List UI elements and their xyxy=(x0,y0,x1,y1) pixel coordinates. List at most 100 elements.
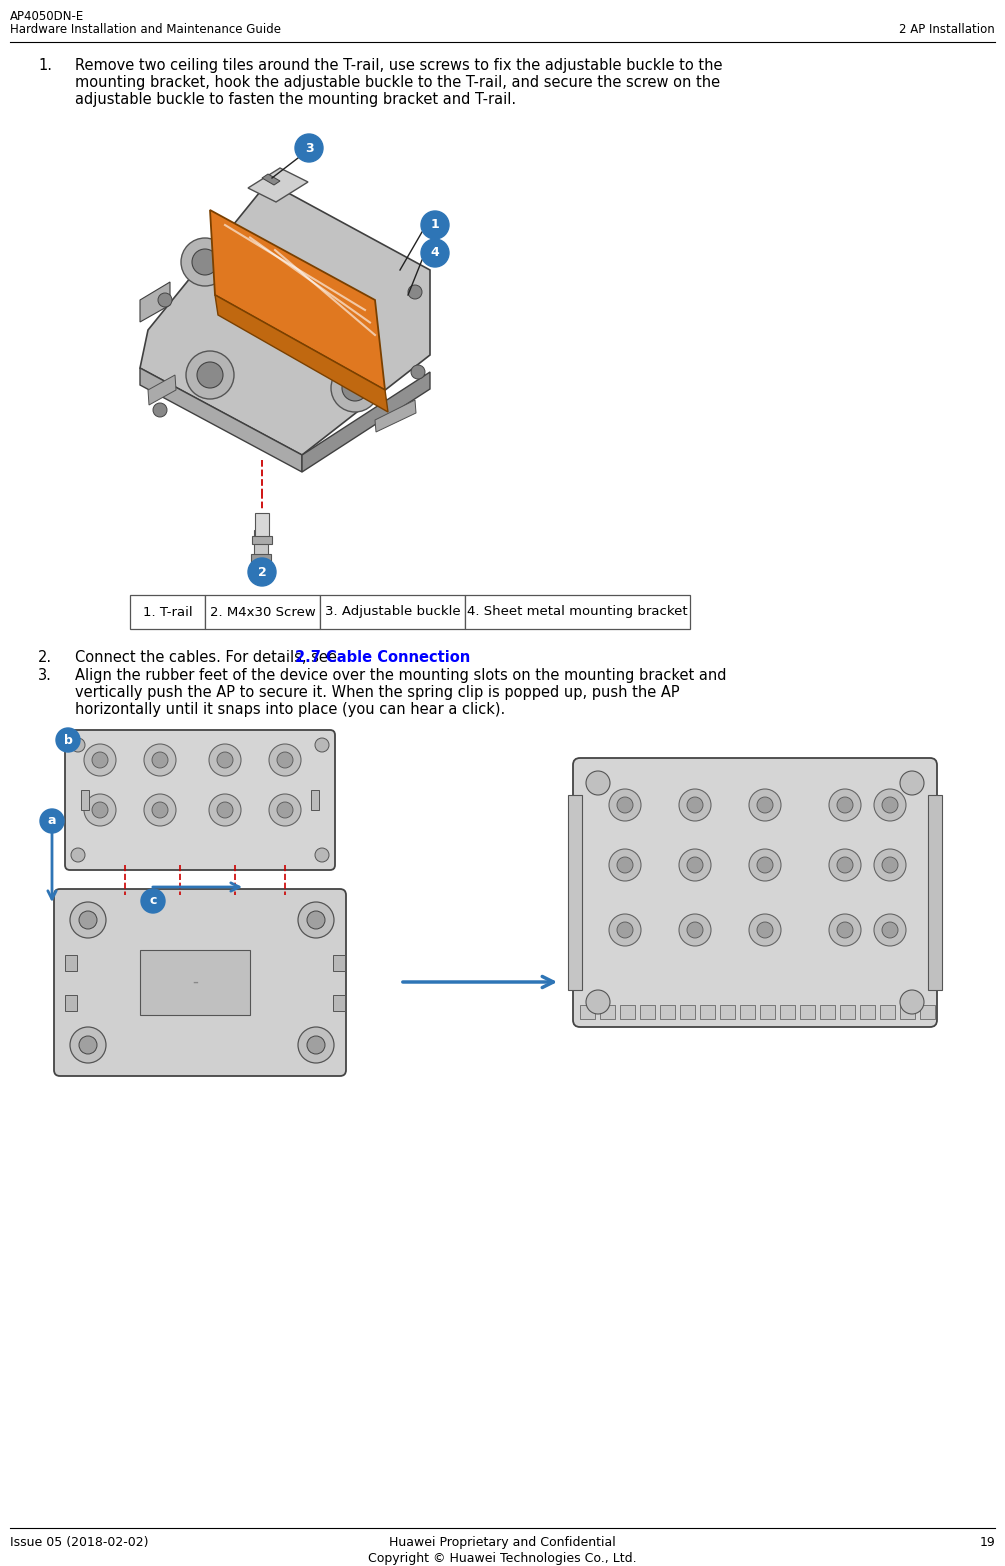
Text: Remove two ceiling tiles around the T-rail, use screws to fix the adjustable buc: Remove two ceiling tiles around the T-ra… xyxy=(75,58,723,74)
Bar xyxy=(920,1005,935,1019)
Text: AP4050DN-E: AP4050DN-E xyxy=(10,9,84,23)
Text: 1: 1 xyxy=(430,219,439,232)
Bar xyxy=(65,955,77,971)
Circle shape xyxy=(71,738,85,752)
Circle shape xyxy=(342,374,368,401)
Text: 2. M4x30 Screw: 2. M4x30 Screw xyxy=(210,606,316,619)
Bar xyxy=(680,1005,695,1019)
Bar xyxy=(780,1005,795,1019)
Text: vertically push the AP to secure it. When the spring clip is popped up, push the: vertically push the AP to secure it. Whe… xyxy=(75,684,679,700)
Text: 1.: 1. xyxy=(38,58,52,74)
Circle shape xyxy=(192,249,218,276)
Circle shape xyxy=(882,797,898,813)
Circle shape xyxy=(586,770,610,796)
Circle shape xyxy=(687,797,704,813)
Bar xyxy=(130,595,205,630)
Text: 4: 4 xyxy=(430,246,439,260)
Circle shape xyxy=(749,849,781,882)
Bar xyxy=(640,1005,655,1019)
Bar xyxy=(620,1005,635,1019)
Circle shape xyxy=(837,797,853,813)
Circle shape xyxy=(56,728,80,752)
Text: Copyright © Huawei Technologies Co., Ltd.: Copyright © Huawei Technologies Co., Ltd… xyxy=(368,1552,636,1564)
Circle shape xyxy=(158,293,172,307)
Circle shape xyxy=(209,794,241,825)
Circle shape xyxy=(319,291,345,318)
Circle shape xyxy=(757,857,773,872)
Circle shape xyxy=(181,238,229,287)
Circle shape xyxy=(84,744,116,777)
Circle shape xyxy=(144,794,176,825)
Circle shape xyxy=(70,902,106,938)
Circle shape xyxy=(152,802,168,817)
Circle shape xyxy=(84,794,116,825)
Circle shape xyxy=(411,365,425,379)
Bar xyxy=(700,1005,715,1019)
Text: Connect the cables. For details, see: Connect the cables. For details, see xyxy=(75,650,342,666)
Text: -: - xyxy=(192,972,198,991)
Text: Issue 05 (2018-02-02): Issue 05 (2018-02-02) xyxy=(10,1536,149,1549)
Circle shape xyxy=(609,789,641,821)
Text: c: c xyxy=(150,894,157,908)
Bar xyxy=(311,789,319,810)
Text: .: . xyxy=(414,650,419,666)
Bar xyxy=(254,529,268,556)
Text: 2: 2 xyxy=(257,565,266,578)
Bar xyxy=(928,796,942,990)
FancyBboxPatch shape xyxy=(54,889,346,1076)
Circle shape xyxy=(408,285,422,299)
Circle shape xyxy=(687,922,704,938)
Circle shape xyxy=(874,789,906,821)
Circle shape xyxy=(617,857,633,872)
Text: 3. Adjustable buckle: 3. Adjustable buckle xyxy=(325,606,460,619)
Circle shape xyxy=(269,744,302,777)
Polygon shape xyxy=(140,368,302,471)
Bar xyxy=(820,1005,835,1019)
Bar xyxy=(580,1005,595,1019)
Text: 4. Sheet metal mounting bracket: 4. Sheet metal mounting bracket xyxy=(467,606,687,619)
Circle shape xyxy=(829,849,861,882)
Circle shape xyxy=(679,849,711,882)
Circle shape xyxy=(92,752,108,767)
Circle shape xyxy=(315,849,329,861)
Circle shape xyxy=(757,922,773,938)
Circle shape xyxy=(40,810,64,833)
Circle shape xyxy=(882,922,898,938)
Circle shape xyxy=(277,802,293,817)
Text: 2.: 2. xyxy=(38,650,52,666)
Circle shape xyxy=(900,770,924,796)
Circle shape xyxy=(217,752,233,767)
Circle shape xyxy=(315,738,329,752)
Text: horizontally until it snaps into place (you can hear a click).: horizontally until it snaps into place (… xyxy=(75,702,506,717)
Circle shape xyxy=(617,922,633,938)
Text: 2 AP Installation: 2 AP Installation xyxy=(899,23,995,36)
Polygon shape xyxy=(248,168,308,202)
Circle shape xyxy=(609,849,641,882)
Bar xyxy=(860,1005,875,1019)
Circle shape xyxy=(331,363,379,412)
Circle shape xyxy=(248,557,276,586)
Bar xyxy=(333,955,345,971)
Polygon shape xyxy=(148,374,176,406)
Circle shape xyxy=(421,211,449,240)
Circle shape xyxy=(141,889,165,913)
Text: mounting bracket, hook the adjustable buckle to the T-rail, and secure the screw: mounting bracket, hook the adjustable bu… xyxy=(75,75,721,89)
Circle shape xyxy=(186,351,234,399)
Bar xyxy=(720,1005,735,1019)
Bar xyxy=(800,1005,815,1019)
Circle shape xyxy=(269,794,302,825)
Bar xyxy=(660,1005,675,1019)
Bar xyxy=(840,1005,855,1019)
Circle shape xyxy=(307,911,325,929)
Circle shape xyxy=(298,902,334,938)
FancyBboxPatch shape xyxy=(573,758,937,1027)
Polygon shape xyxy=(302,373,430,471)
Circle shape xyxy=(829,789,861,821)
Circle shape xyxy=(749,915,781,946)
Circle shape xyxy=(421,240,449,266)
Circle shape xyxy=(586,990,610,1015)
Circle shape xyxy=(70,1027,106,1063)
Circle shape xyxy=(197,362,223,388)
Circle shape xyxy=(749,789,781,821)
Bar xyxy=(568,796,582,990)
